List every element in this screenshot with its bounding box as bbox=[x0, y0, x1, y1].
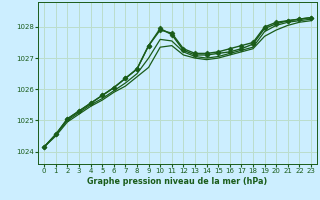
X-axis label: Graphe pression niveau de la mer (hPa): Graphe pression niveau de la mer (hPa) bbox=[87, 177, 268, 186]
